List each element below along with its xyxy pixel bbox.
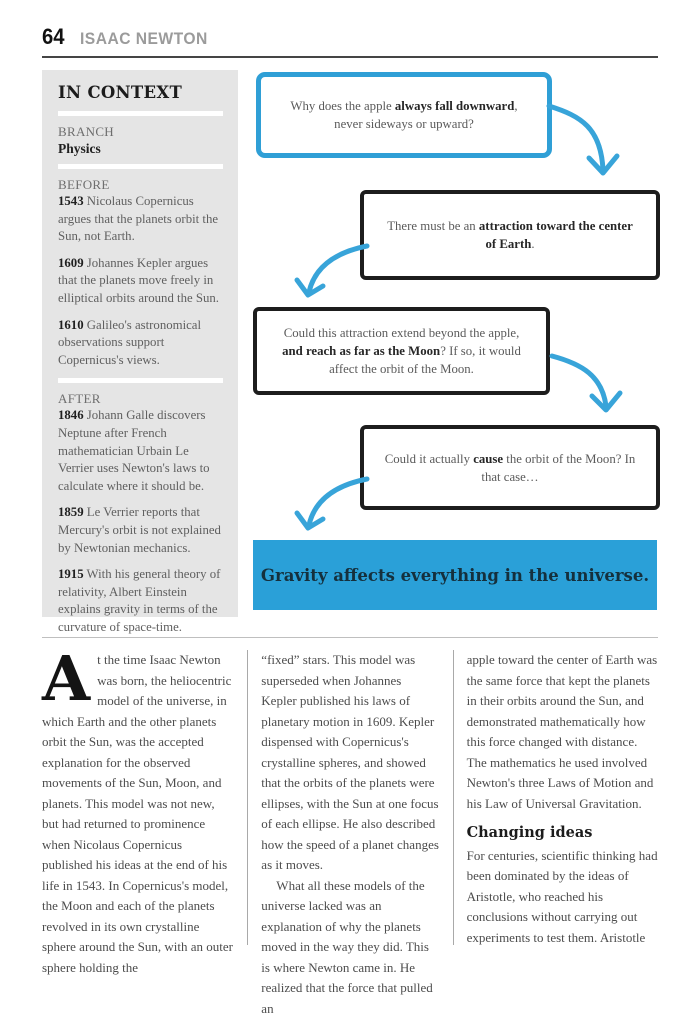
article-body: A t the time Isaac Newton was born, the … [42, 650, 658, 945]
article-column-1: A t the time Isaac Newton was born, the … [42, 650, 247, 945]
curved-arrow-icon [543, 98, 623, 191]
article-column-2: “fixed” stars. This model was superseded… [247, 650, 452, 945]
flowchart-box-question: Why does the apple always fall downward,… [256, 72, 552, 158]
curved-arrow-icon [293, 238, 373, 309]
conclusion-text: Gravity affects everything in the univer… [261, 566, 649, 585]
paragraph: What all these models of the universe la… [261, 876, 439, 1019]
paragraph: For centuries, scientific thinking had b… [467, 846, 658, 949]
section-rule [42, 637, 658, 638]
flowchart-box-cause: Could it actually cause the orbit of the… [360, 425, 660, 510]
flowchart-box-attraction: There must be an attraction toward the c… [360, 190, 660, 280]
conclusion-banner: Gravity affects everything in the univer… [253, 540, 657, 610]
paragraph: apple toward the center of Earth was the… [467, 650, 658, 814]
curved-arrow-icon [293, 473, 373, 542]
paragraph: “fixed” stars. This model was superseded… [261, 650, 439, 876]
curved-arrow-icon [546, 348, 624, 425]
concept-flowchart: Why does the apple always fall downward,… [0, 0, 700, 640]
subheading: Changing ideas [467, 823, 658, 844]
flowchart-box-moon: Could this attraction extend beyond the … [253, 307, 550, 395]
article-column-3: apple toward the center of Earth was the… [453, 650, 658, 945]
dropcap: A [42, 650, 97, 704]
